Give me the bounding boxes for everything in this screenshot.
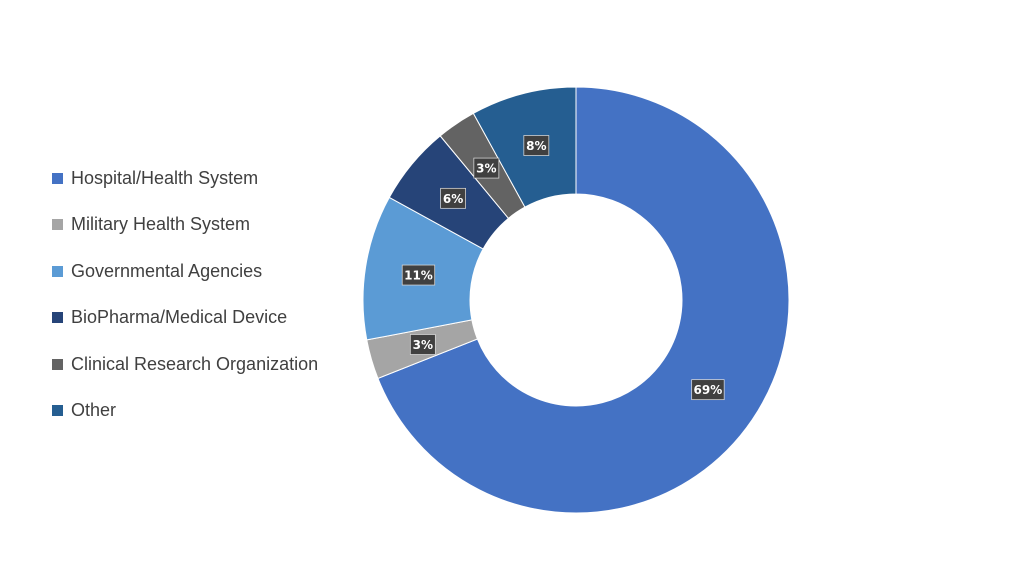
data-labels: 69% 3% 11% 6% 3% 8% [401, 135, 725, 401]
data-label-other: 8% [523, 135, 550, 156]
data-label-box [409, 334, 436, 355]
legend-item-clinical-research-organization: Clinical Research Organization [52, 341, 352, 388]
legend-swatch [52, 172, 63, 184]
donut-slices [362, 86, 790, 514]
data-label-clinical-research-organization: 3% [473, 157, 500, 179]
legend-item-biopharma-medical-device: BioPharma/Medical Device [52, 295, 352, 342]
legend-label: Military Health System [71, 214, 251, 235]
data-label-text: 8% [526, 139, 546, 153]
data-label-box [523, 135, 550, 156]
legend-swatch [52, 405, 63, 417]
chart-legend: Hospital/Health System Military Health S… [52, 155, 352, 434]
legend-swatch [52, 358, 63, 370]
data-label-text: 3% [413, 338, 433, 352]
data-label-box [473, 157, 500, 179]
data-label-box [691, 379, 725, 401]
legend-label: Other [71, 400, 117, 421]
legend-label: Clinical Research Organization [71, 353, 319, 374]
data-label-military-health-system: 3% [409, 334, 436, 355]
data-label-box [401, 264, 436, 286]
data-label-biopharma-medical-device: 6% [440, 187, 466, 209]
data-label-text: 3% [476, 162, 496, 176]
data-label-text: 69% [694, 383, 723, 397]
data-label-hospital-health-system: 69% [691, 379, 725, 401]
data-label-governmental-agencies: 11% [401, 264, 436, 286]
legend-item-hospital-health-system: Hospital/Health System [52, 155, 352, 202]
legend-label: BioPharma/Medical Device [71, 307, 288, 328]
data-label-box [440, 187, 466, 209]
legend-swatch [52, 219, 63, 231]
donut-slice-hospital-health-system [377, 86, 790, 514]
legend-item-other: Other [52, 388, 352, 435]
legend-swatch [52, 265, 63, 277]
legend-item-military-health-system: Military Health System [52, 202, 352, 249]
legend-swatch [52, 312, 63, 324]
legend-item-governmental-agencies: Governmental Agencies [52, 248, 352, 295]
legend-label: Hospital/Health System [71, 167, 259, 188]
legend-label: Governmental Agencies [71, 260, 263, 281]
data-label-text: 11% [404, 269, 433, 283]
data-label-text: 6% [443, 192, 463, 206]
